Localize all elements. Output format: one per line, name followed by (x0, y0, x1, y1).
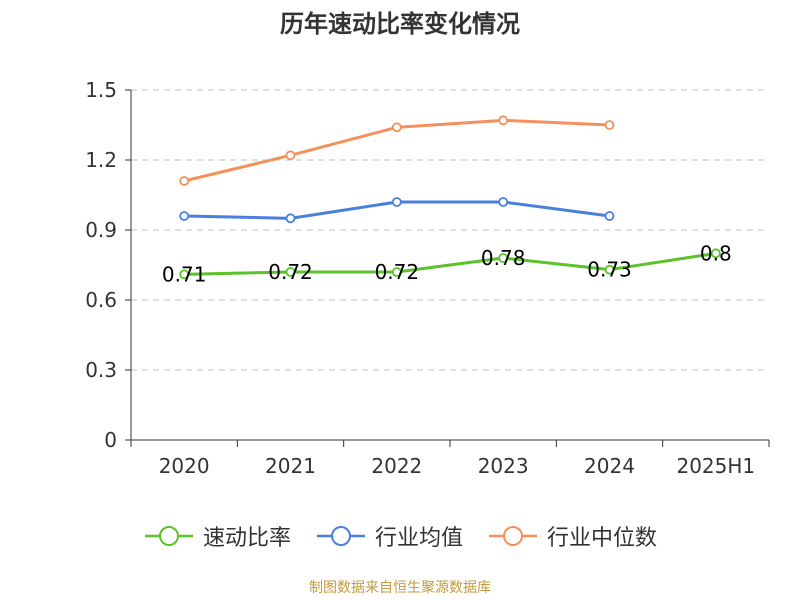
legend-label: 速动比率 (202, 526, 291, 551)
data-label: 0.8 (700, 241, 732, 265)
data-label: 0.73 (587, 258, 632, 282)
series-lines (179, 115, 721, 280)
legend-label: 行业中位数 (547, 526, 658, 551)
data-labels: 0.71 0.72 0.72 0.78 0.73 0.8 (162, 241, 732, 286)
legend-item-industry-median[interactable]: 行业中位数 (487, 520, 657, 552)
chart-title: 历年速动比率变化情况 (280, 10, 520, 38)
y-tick-label: 0.6 (85, 288, 117, 312)
legend: 速动比率 行业均值 行业中位数 (0, 520, 800, 552)
legend-label: 行业均值 (374, 526, 463, 551)
quick-ratio-point (285, 267, 296, 277)
industry-mean-point (179, 211, 190, 221)
y-tick-label: 1.2 (85, 148, 117, 172)
x-tick-label: 2021 (265, 454, 316, 478)
industry-mean-point (285, 213, 296, 224)
quick-ratio-point (604, 264, 615, 275)
y-tick-label: 1.5 (85, 78, 117, 102)
source-note: 制图数据来自恒生聚源数据库 (309, 580, 491, 596)
industry-mean-point (391, 197, 402, 207)
data-label: 0.71 (162, 262, 207, 286)
legend-item-industry-mean[interactable]: 行业均值 (315, 520, 463, 552)
industry-mean-point (498, 197, 509, 207)
legend-item-quick-ratio[interactable]: 速动比率 (143, 520, 291, 552)
legend-marker-circle (158, 526, 179, 546)
industry-mean-point (604, 211, 615, 221)
industry-median-point (179, 176, 190, 186)
x-tick-label: 2025H1 (676, 454, 755, 478)
industry-median-point (285, 150, 296, 161)
legend-marker-circle (330, 526, 351, 546)
grid-lines (131, 89, 769, 371)
data-label: 0.72 (375, 260, 420, 284)
x-tick-label: 2024 (584, 454, 635, 478)
axes: 0 0.3 0.6 0.9 1.2 1.5 2020 2021 2022 2023 2024 2025… (85, 78, 770, 478)
legend-marker-circle (503, 526, 523, 546)
industry-median-point (391, 122, 402, 133)
x-tick-label: 2022 (371, 454, 422, 478)
quick-ratio-point (391, 267, 402, 277)
industry-median-point (498, 115, 509, 126)
quick-ratio-point (498, 253, 509, 263)
legend-marker-icon (144, 526, 193, 546)
data-label: 0.72 (268, 260, 313, 284)
data-label: 0.78 (481, 246, 526, 270)
legend-marker-icon (489, 526, 537, 546)
quick-ratio-line (184, 251, 717, 276)
y-tick-label: 0.3 (85, 358, 117, 382)
y-tick-label: 0 (104, 428, 117, 452)
y-tick-label: 0.9 (85, 218, 117, 242)
x-tick-label: 2020 (159, 454, 210, 478)
x-tick-label: 2023 (478, 454, 529, 478)
quick-ratio-point (179, 269, 190, 280)
legend-marker-icon (316, 526, 365, 546)
quick-ratio-point (710, 248, 721, 259)
industry-median-point (604, 120, 615, 130)
